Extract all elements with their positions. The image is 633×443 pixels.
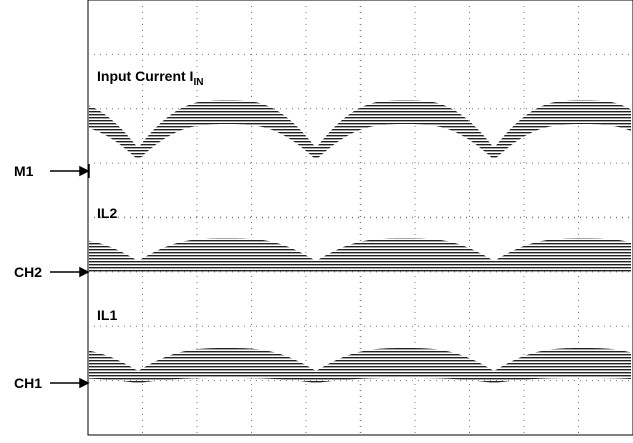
marker-label: M1 — [14, 163, 34, 179]
waveform-band — [89, 100, 631, 160]
waveform-band — [89, 238, 631, 273]
trace-label: Input Current IIN — [97, 68, 203, 88]
trace-label: IL1 — [97, 307, 117, 323]
waveform-band — [89, 348, 631, 383]
marker-arrows — [50, 164, 90, 389]
marker-label: CH1 — [14, 375, 42, 391]
marker-label: CH2 — [14, 264, 42, 280]
trace-label: IL2 — [97, 205, 117, 221]
waveforms — [89, 100, 631, 383]
grid — [88, 0, 633, 435]
